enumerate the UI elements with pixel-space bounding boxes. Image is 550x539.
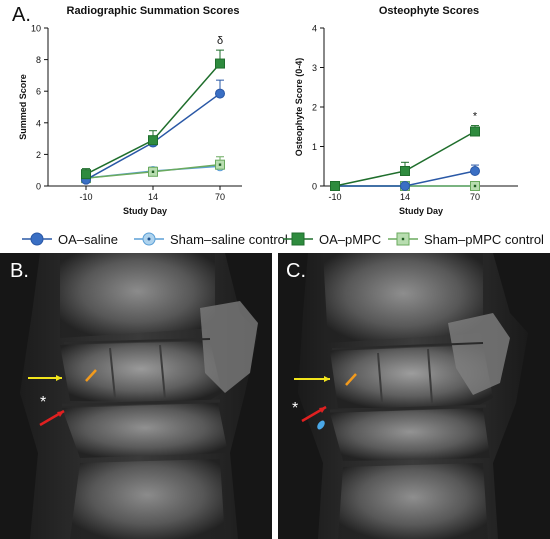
chart-1-series-sham-pmpc-control-point-1-center	[151, 170, 155, 173]
legend-marker-shape-3-center	[401, 237, 405, 241]
legend-symbol-2	[283, 232, 313, 246]
legend-symbol-1	[134, 232, 164, 246]
chart-1-ytick-label-1: 2	[36, 150, 41, 160]
legend-item-oa-saline: OA–saline	[22, 230, 118, 248]
legend-item-oa-pmpc: OA–pMPC	[283, 230, 381, 248]
legend: OA–saline Sham–saline control OA–pMPC Sh…	[0, 226, 550, 252]
chart-2-ylabel: Osteophyte Score (0-4)	[294, 58, 304, 157]
legend-label-sham-saline: Sham–saline control	[170, 231, 288, 247]
chart-2-ytick-label-0: 0	[312, 182, 317, 192]
chart-1-title: Radiographic Summation Scores	[67, 5, 240, 17]
chart-1-ytick-label-2: 4	[36, 118, 41, 128]
chart-1-series-oa-saline-point-2	[215, 88, 225, 99]
chart-2-xlabel: Study Day	[399, 206, 443, 216]
chart-2-title: Osteophyte Scores	[379, 5, 479, 17]
chart-2-annotation-0: *	[473, 111, 478, 123]
legend-marker-oa-saline	[22, 231, 52, 247]
chart-1-ytick-label-3: 6	[36, 87, 41, 97]
chart-2-series-oa-pmpc	[330, 125, 480, 191]
chart-1-xlabel: Study Day	[123, 206, 167, 216]
legend-label-sham-pmpc: Sham–pMPC control	[424, 231, 544, 247]
chart-1-xtick-label-2: 70	[215, 192, 225, 202]
panel-label-c: C.	[286, 260, 306, 282]
legend-marker-sham-pmpc	[388, 231, 418, 247]
chart-1-series-oa-pmpc	[81, 49, 225, 180]
chart-1-xtick-label-0: -10	[79, 192, 92, 202]
chart-2: Osteophyte Scores 0 1 2 3 4 -10 14 70 Study Day Os…	[294, 5, 518, 216]
legend-symbol-3	[388, 232, 418, 246]
chart-2-ytick-label-3: 3	[312, 63, 317, 73]
chart-1-xtick-label-1: 14	[148, 192, 158, 202]
chart-1-ytick-label-0: 0	[36, 182, 41, 192]
legend-item-sham-pmpc: Sham–pMPC control	[388, 230, 544, 248]
legend-label-oa-saline: OA–saline	[58, 231, 118, 247]
chart-2-series-oa-pmpc-point-2	[470, 126, 480, 137]
panel-label-b: B.	[10, 260, 29, 282]
chart-1-ylabel: Summed Score	[18, 74, 28, 140]
legend-marker-sham-saline	[134, 231, 164, 247]
chart-2-ytick-label-4: 4	[312, 24, 317, 34]
chart-2-series-oa-saline-point-1	[400, 181, 410, 191]
chart-2-xtick-label-0: -10	[328, 192, 341, 202]
legend-marker-shape-0	[30, 232, 44, 246]
chart-2-series-oa-pmpc-point-1	[400, 165, 410, 176]
chart-1-series-oa-pmpc-point-1	[148, 135, 158, 146]
asterisk-b: *	[40, 394, 46, 411]
chart-1-series-sham-pmpc-control-point-2-center	[218, 163, 222, 166]
chart-1-ytick-label-4: 8	[36, 55, 41, 65]
asterisk-c: *	[292, 400, 298, 417]
chart-2-ytick-label-2: 2	[312, 103, 317, 113]
chart-1-annotation-0: δ	[217, 35, 223, 47]
chart-2-xtick-label-1: 14	[400, 192, 410, 202]
legend-marker-shape-1-center	[147, 237, 151, 241]
chart-1-series-oa-pmpc-line	[85, 63, 221, 175]
chart-1: Radiographic Summation Scores 0 2 4 6 8 10 -10 1…	[18, 5, 242, 216]
legend-marker-shape-2	[291, 232, 305, 246]
chart-2-ytick-label-1: 1	[312, 142, 317, 152]
chart-1-series-oa-pmpc-point-0	[81, 169, 91, 180]
chart-2-series-oa-pmpc-line	[334, 130, 476, 187]
panel-label-a: A.	[12, 4, 31, 26]
chart-2-series-sham-pmpc-control-point-2-center	[473, 184, 477, 188]
radiograph-b: *	[0, 253, 272, 539]
chart-2-xtick-label-2: 70	[470, 192, 480, 202]
radiograph-b-image: *	[0, 253, 272, 539]
radiograph-c: *	[278, 253, 550, 539]
radiograph-c-image: *	[278, 253, 550, 539]
legend-marker-oa-pmpc	[283, 231, 313, 247]
chart-2-series-oa-pmpc-point-0	[330, 181, 340, 191]
legend-symbol-0	[22, 232, 52, 246]
legend-label-oa-pmpc: OA–pMPC	[319, 231, 382, 247]
legend-item-sham-saline: Sham–saline control	[134, 230, 288, 248]
chart-2-series-oa-saline-point-2	[470, 165, 480, 176]
chart-1-series-oa-pmpc-point-2	[215, 58, 225, 69]
chart-1-ytick-label-5: 10	[31, 24, 41, 34]
